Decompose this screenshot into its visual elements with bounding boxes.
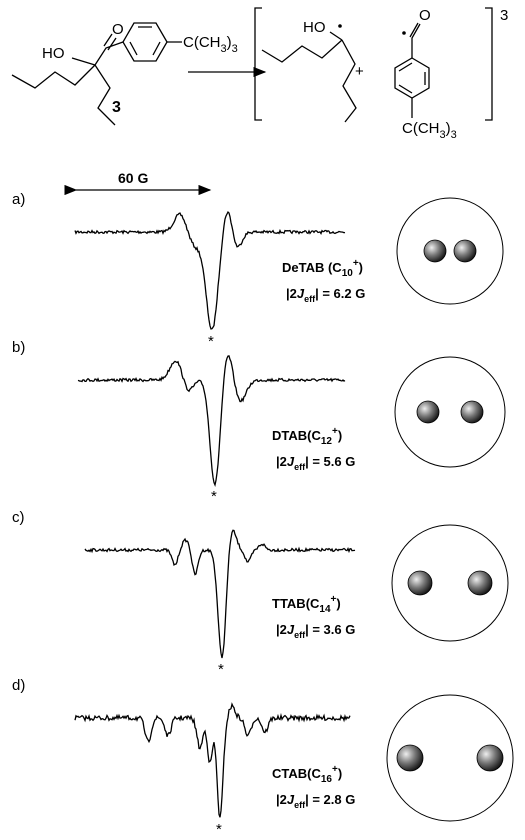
radical-sphere: [397, 745, 423, 771]
atom: O: [419, 7, 431, 24]
multiplicity: 3: [500, 7, 508, 24]
bonds: [12, 27, 182, 125]
t: 10: [342, 268, 354, 279]
atom: O: [112, 21, 124, 38]
micelle: [395, 357, 505, 467]
radical-sphere: [477, 745, 503, 771]
figure: O HO C(CH3)3 3 3 HO + O C(CH3)3 60 G a)*…: [0, 0, 525, 840]
t: ): [338, 428, 342, 443]
t: 14: [319, 604, 331, 615]
radical-sphere: [408, 571, 432, 595]
spectrum-panel: c) * TTAB(C14+) |2Jeff| = 3.6 G: [12, 509, 508, 678]
t: 3: [232, 43, 238, 55]
brackets: [255, 8, 492, 120]
spectrum-trace: [85, 530, 355, 658]
t: |2: [276, 454, 287, 469]
coupling-label: |2Jeff| = 2.8 G: [276, 792, 355, 810]
t: |2: [276, 622, 287, 637]
surfactant-label: TTAB(C14+): [272, 594, 341, 615]
substituent: C(CH3)3: [402, 120, 457, 141]
surfactant-label: CTAB(C16+): [272, 764, 342, 785]
radical-dot: [338, 24, 342, 28]
peak-marker: *: [218, 661, 224, 678]
t: C(CH: [183, 34, 221, 51]
radical-sphere: [461, 401, 483, 423]
atom: HO: [303, 19, 326, 36]
t: DTAB(C: [272, 428, 321, 443]
micelle: [397, 198, 503, 304]
radical-dot: [402, 31, 406, 35]
t: ): [338, 766, 342, 781]
panel-label: d): [12, 677, 25, 694]
t: | = 2.8 G: [305, 792, 355, 807]
spectrum-panel: a) * DeTAB (C10+) |2Jeff| = 6.2 G: [12, 191, 503, 350]
t: |2: [276, 792, 287, 807]
surfactant-label: DeTAB (C10+): [282, 258, 363, 279]
radical-sphere: [454, 240, 476, 262]
substituent: C(CH3)3: [183, 34, 238, 55]
t: | = 5.6 G: [305, 454, 355, 469]
t: C(CH: [402, 120, 440, 137]
coupling-label: |2Jeff| = 5.6 G: [276, 454, 355, 472]
t: | = 6.2 G: [315, 286, 365, 301]
coupling-label: |2Jeff| = 3.6 G: [276, 622, 355, 640]
t: | = 3.6 G: [305, 622, 355, 637]
t: CTAB(C: [272, 766, 321, 781]
t: |2: [286, 286, 297, 301]
scale-label: 60 G: [118, 170, 148, 186]
compound-label: 3: [112, 99, 121, 116]
surfactant-label: DTAB(C12+): [272, 426, 342, 447]
ring: [123, 23, 167, 61]
t: TTAB(C: [272, 596, 320, 611]
radical-sphere: [417, 401, 439, 423]
panel-label: a): [12, 191, 25, 208]
atom: HO: [42, 45, 65, 62]
t: 12: [321, 436, 333, 447]
plus: +: [355, 63, 364, 80]
radical-sphere: [424, 240, 446, 262]
panel-label: b): [12, 339, 25, 356]
radical-sphere: [468, 571, 492, 595]
t: 16: [321, 774, 333, 785]
panel-label: c): [12, 509, 25, 526]
peak-marker: *: [216, 821, 222, 838]
t: DeTAB (C: [282, 260, 342, 275]
peak-marker: *: [208, 333, 214, 350]
t: ): [359, 260, 363, 275]
spectrum-panel: d) * CTAB(C16+) |2Jeff| = 2.8 G: [12, 677, 513, 838]
ring: [395, 58, 429, 98]
bonds: [262, 32, 356, 122]
scheme: O HO C(CH3)3 3 3 HO + O C(CH3)3: [12, 7, 508, 141]
peak-marker: *: [211, 488, 217, 505]
t: 3: [451, 129, 457, 141]
spectrum-panel: b) * DTAB(C12+) |2Jeff| = 5.6 G: [12, 339, 505, 505]
coupling-label: |2Jeff| = 6.2 G: [286, 286, 365, 304]
t: ): [336, 596, 340, 611]
